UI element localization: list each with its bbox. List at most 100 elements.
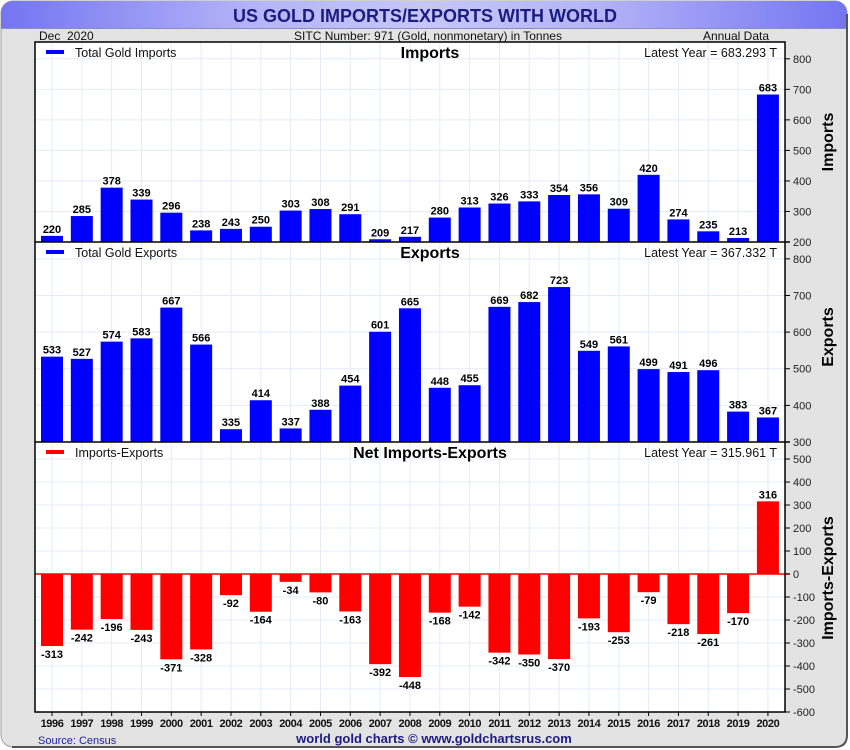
value-label: -163 bbox=[339, 614, 361, 626]
value-label: 601 bbox=[371, 320, 389, 332]
value-label: -193 bbox=[578, 621, 600, 633]
y-tick-label: 300 bbox=[793, 437, 811, 449]
imports-exports-bar bbox=[667, 574, 690, 625]
exports-bar bbox=[428, 387, 451, 442]
imports-exports-bar bbox=[548, 574, 571, 660]
imports-exports-bar bbox=[279, 574, 302, 582]
value-label: -342 bbox=[488, 656, 510, 668]
legend-label: Total Gold Imports bbox=[75, 46, 176, 60]
y-tick-label: 500 bbox=[793, 454, 811, 466]
panel-title: Net Imports-Exports bbox=[353, 445, 507, 462]
exports-bar bbox=[309, 409, 332, 442]
value-label: 280 bbox=[431, 206, 449, 218]
exports-bar bbox=[637, 369, 660, 442]
value-label: 291 bbox=[341, 202, 359, 214]
exports-bar bbox=[279, 428, 302, 442]
x-tick-label: 2009 bbox=[428, 718, 451, 730]
imports-exports-bar bbox=[428, 574, 451, 613]
imports-exports-bar bbox=[100, 574, 123, 620]
value-label: 566 bbox=[192, 333, 210, 345]
value-label: 313 bbox=[460, 195, 478, 207]
y-tick-label: 500 bbox=[793, 145, 811, 157]
value-label: 414 bbox=[252, 388, 271, 400]
x-tick-label: 2012 bbox=[518, 718, 541, 730]
x-tick-label: 2008 bbox=[399, 718, 422, 730]
exports-bar bbox=[339, 385, 362, 442]
y-tick-label: 800 bbox=[793, 254, 811, 266]
value-label: 420 bbox=[639, 163, 657, 175]
value-label: 356 bbox=[580, 182, 598, 194]
legend-label: Imports-Exports bbox=[75, 446, 163, 460]
exports-bar bbox=[667, 372, 690, 442]
legend-swatch bbox=[46, 250, 64, 254]
y-tick-label: 100 bbox=[793, 546, 811, 558]
exports-bar bbox=[369, 331, 392, 442]
value-label: 723 bbox=[550, 275, 568, 287]
legend-label: Total Gold Exports bbox=[75, 246, 177, 260]
y-tick-label: -400 bbox=[793, 661, 815, 673]
x-tick-label: 2019 bbox=[727, 718, 750, 730]
value-label: -92 bbox=[223, 598, 239, 610]
imports-bar bbox=[339, 214, 362, 242]
value-label: -142 bbox=[459, 610, 481, 622]
value-label: -350 bbox=[518, 658, 540, 670]
y-tick-label: 600 bbox=[793, 115, 811, 127]
exports-bar bbox=[727, 411, 750, 442]
exports-bar bbox=[398, 308, 421, 442]
value-label: 250 bbox=[252, 215, 270, 227]
value-label: 309 bbox=[610, 197, 628, 209]
panel-title: Imports bbox=[401, 45, 460, 62]
imports-bar bbox=[548, 194, 571, 242]
value-label: 209 bbox=[371, 227, 389, 239]
value-label: 238 bbox=[192, 218, 210, 230]
value-label: 274 bbox=[669, 207, 688, 219]
x-tick-label: 2005 bbox=[309, 718, 332, 730]
latest-year-label: Latest Year = 315.961 T bbox=[644, 446, 777, 460]
value-label: 308 bbox=[311, 197, 329, 209]
y-tick-label: 0 bbox=[793, 569, 799, 581]
subtitle-label: SITC Number: 971 (Gold, nonmonetary) in … bbox=[294, 29, 562, 43]
y-axis-title: Imports bbox=[820, 113, 837, 172]
y-tick-label: -100 bbox=[793, 592, 815, 604]
value-label: -79 bbox=[641, 595, 657, 607]
imports-bar bbox=[727, 238, 750, 242]
imports-bar bbox=[697, 231, 720, 242]
imports-exports-bar bbox=[458, 574, 481, 607]
imports-bar bbox=[667, 219, 690, 242]
exports-bar bbox=[249, 400, 272, 442]
value-label: -196 bbox=[101, 622, 123, 634]
value-label: 499 bbox=[639, 357, 657, 369]
source-label: Source: Census bbox=[38, 735, 117, 747]
value-label: 296 bbox=[162, 201, 180, 213]
value-label: -34 bbox=[283, 585, 300, 597]
exports-bar bbox=[190, 344, 213, 442]
imports-bar bbox=[756, 94, 779, 243]
x-tick-label: 2020 bbox=[756, 718, 779, 730]
value-label: 665 bbox=[401, 296, 419, 308]
imports-exports-bar bbox=[309, 574, 332, 593]
exports-bar bbox=[697, 370, 720, 442]
imports-bar bbox=[249, 226, 272, 242]
y-tick-label: 700 bbox=[793, 84, 811, 96]
imports-bar bbox=[428, 217, 451, 242]
imports-bar bbox=[190, 230, 213, 242]
value-label: 326 bbox=[490, 192, 508, 204]
value-label: 337 bbox=[281, 416, 299, 428]
value-label: 213 bbox=[729, 226, 747, 238]
exports-bar bbox=[130, 338, 153, 442]
x-tick-label: 2015 bbox=[607, 718, 630, 730]
imports-exports-bar bbox=[398, 574, 421, 678]
x-tick-label: 2004 bbox=[279, 718, 303, 730]
x-tick-label: 2016 bbox=[637, 718, 660, 730]
imports-bar bbox=[100, 187, 123, 242]
frequency-label: Annual Data bbox=[703, 29, 769, 43]
x-tick-label: 2011 bbox=[488, 718, 511, 730]
y-axis-title: Imports-Exports bbox=[820, 516, 837, 640]
imports-exports-bar bbox=[41, 574, 63, 646]
value-label: -170 bbox=[727, 616, 749, 628]
x-tick-label: 2018 bbox=[697, 718, 720, 730]
value-label: 549 bbox=[580, 339, 598, 351]
value-label: -448 bbox=[399, 680, 421, 692]
y-tick-label: 400 bbox=[793, 477, 811, 489]
